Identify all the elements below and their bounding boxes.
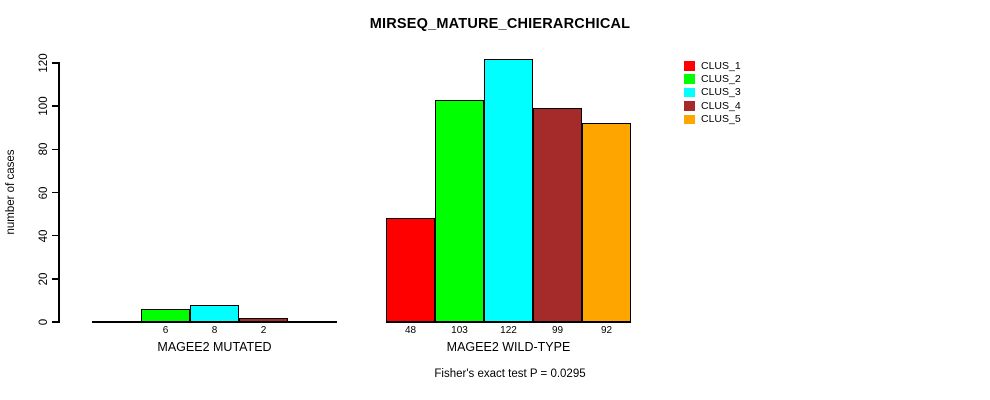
y-tick-label: 120: [38, 53, 50, 73]
y-tick-label: 20: [38, 272, 50, 286]
y-tick-mark: [52, 321, 59, 323]
legend-label-CLUS_4: CLUS_4: [701, 99, 741, 112]
bar-value-label: 48: [404, 325, 417, 336]
y-tick-label: 80: [38, 142, 50, 156]
group-baseline: [386, 321, 631, 323]
y-tick-mark: [52, 105, 59, 107]
legend-swatch-CLUS_5: [684, 114, 695, 125]
y-tick-label: 0: [38, 318, 50, 326]
bar-value-label: 103: [451, 325, 468, 336]
bar-CLUS_1: [386, 218, 435, 322]
legend-label-CLUS_2: CLUS_2: [701, 72, 741, 85]
bar-value-label: 2: [260, 325, 267, 336]
y-axis-label: number of cases: [5, 149, 17, 235]
y-tick-mark: [52, 191, 59, 194]
legend-swatch-CLUS_1: [684, 61, 695, 71]
bar-value-label: 99: [551, 325, 564, 336]
y-tick-label: 40: [38, 229, 50, 243]
chart-title: MIRSEQ_MATURE_CHIERARCHICAL: [369, 16, 631, 32]
y-tick-mark: [52, 148, 59, 151]
group-label: MAGEE2 MUTATED: [157, 340, 272, 354]
legend-swatch-CLUS_4: [684, 101, 695, 111]
legend-label-CLUS_5: CLUS_5: [701, 113, 741, 126]
y-tick-mark: [52, 278, 59, 280]
legend-label-CLUS_3: CLUS_3: [701, 86, 741, 99]
bar-value-label: 8: [211, 325, 218, 336]
legend-swatch-CLUS_2: [684, 74, 695, 84]
bar-CLUS_4: [533, 108, 582, 322]
bar-CLUS_3: [190, 304, 239, 322]
bar-CLUS_2: [435, 99, 484, 322]
bar-CLUS_3: [484, 58, 533, 322]
bar-CLUS_5: [582, 123, 631, 322]
group-baseline: [92, 321, 337, 323]
y-tick-label: 100: [38, 96, 50, 116]
bar-CLUS_4: [239, 317, 288, 322]
bar-value-label: 122: [500, 325, 517, 336]
legend-label-CLUS_1: CLUS_1: [701, 59, 741, 72]
bar-value-label: 92: [600, 325, 613, 336]
footnote: Fisher's exact test P = 0.0295: [434, 368, 586, 380]
bar-CLUS_2: [141, 309, 190, 322]
y-tick-mark: [52, 62, 59, 64]
y-tick-mark: [52, 234, 59, 237]
group-label: MAGEE2 WILD-TYPE: [446, 340, 571, 354]
bar-value-label: 6: [162, 325, 169, 336]
y-tick-label: 60: [38, 186, 50, 199]
legend-swatch-CLUS_3: [684, 87, 695, 98]
